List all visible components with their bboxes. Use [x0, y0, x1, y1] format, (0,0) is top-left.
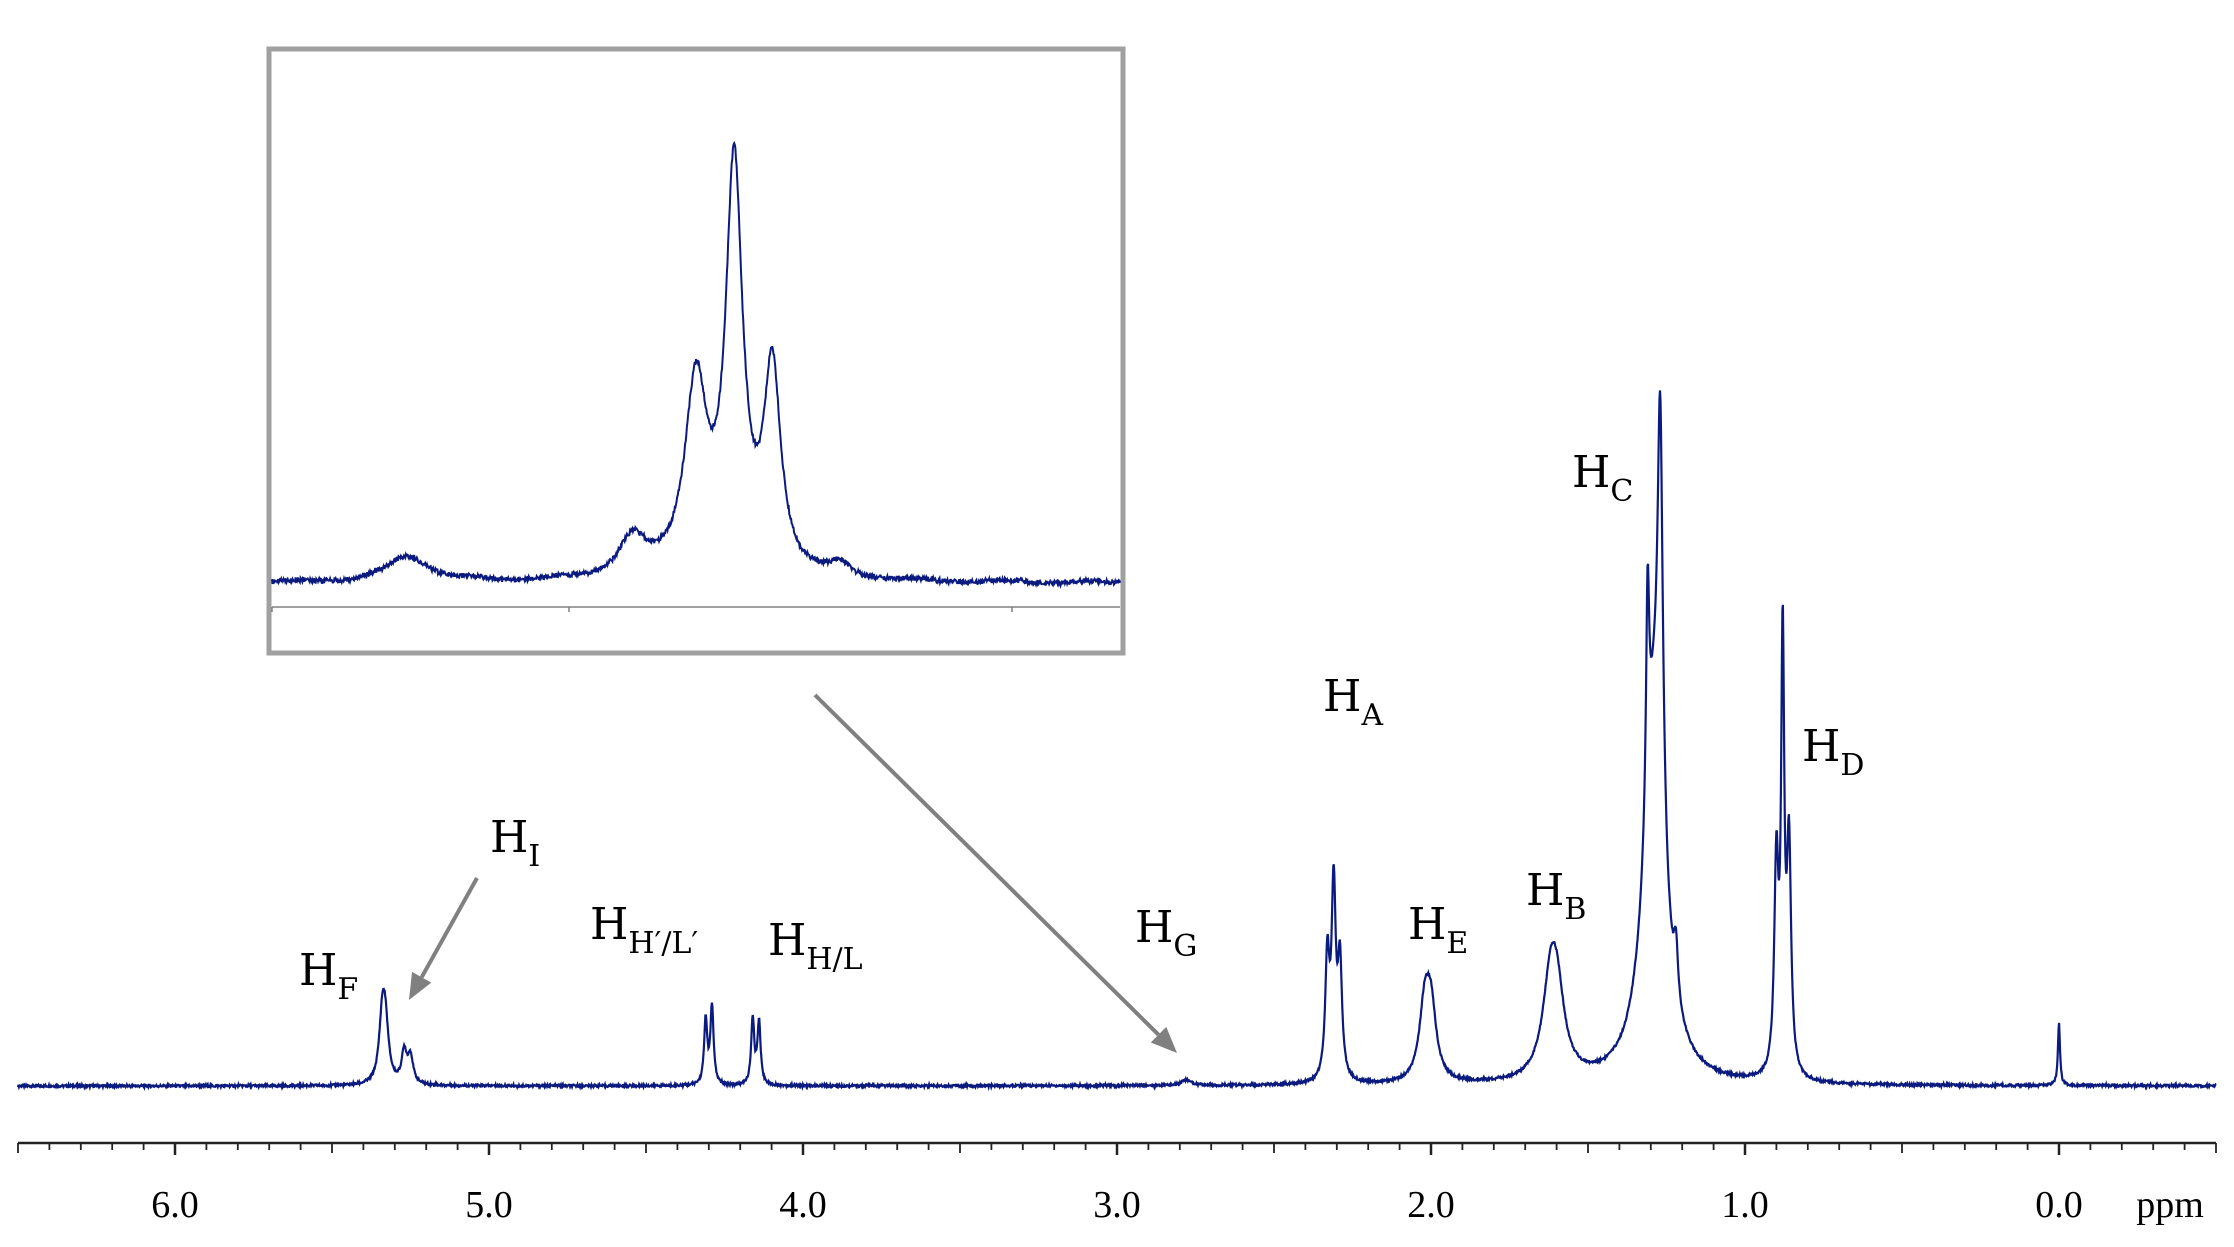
x-tick-label: 3.0	[1093, 1184, 1141, 1226]
peak-label-c: HC	[1572, 447, 1633, 509]
x-tick-label: 1.0	[1721, 1184, 1769, 1226]
peak-label-hl: HH/L	[768, 915, 863, 977]
x-axis-ticks	[17, 1143, 2217, 1155]
peak-label-subscript: F	[337, 972, 358, 1007]
peak-label-base: H	[768, 915, 806, 966]
peak-label-base: H	[590, 899, 628, 950]
peak-label-base: H	[1526, 865, 1564, 916]
peak-label-subscript: B	[1564, 892, 1586, 927]
peak-label-subscript: A	[1360, 698, 1383, 733]
peak-label-base: H	[490, 812, 528, 863]
peak-label-b: HB	[1526, 865, 1586, 927]
peak-label-g: HG	[1135, 902, 1197, 964]
arrow-inset-to-hg-head	[1150, 1026, 1177, 1053]
inset-ticks	[271, 607, 1013, 612]
peak-label-subscript: G	[1173, 929, 1197, 964]
peak-label-subscript: H′/L′	[628, 926, 698, 961]
x-tick-label: 5.0	[465, 1184, 513, 1226]
peak-label-subscript: D	[1840, 748, 1864, 783]
peak-label-hplp: HH′/L′	[590, 899, 698, 961]
peak-label-subscript: C	[1610, 474, 1633, 509]
inset-spectrum-line	[271, 140, 1121, 590]
inset-frame	[266, 46, 1126, 656]
x-axis-tick-labels: 6.0 5.0 4.0 3.0 2.0 1.0 0.0	[151, 1184, 2083, 1226]
peak-label-subscript: H/L	[806, 942, 862, 977]
peak-label-f: HF	[299, 945, 358, 1007]
x-tick-label: 4.0	[779, 1184, 827, 1226]
inset-zoom-panel	[266, 46, 1126, 656]
annotation-arrows	[409, 693, 1177, 1053]
peak-label-base: H	[1135, 902, 1173, 953]
peak-label-base: H	[1802, 721, 1840, 772]
peak-label-e: HE	[1408, 899, 1468, 961]
spectrum-line	[16, 390, 2217, 1092]
x-axis-label: ppm	[2136, 1184, 2204, 1226]
x-tick-label: 0.0	[2035, 1184, 2083, 1226]
peak-label-base: H	[1323, 671, 1361, 722]
peak-label-subscript: I	[528, 839, 540, 874]
peak-label-a: HA	[1323, 671, 1383, 733]
arrow-inset-to-hg-shaft	[813, 693, 1160, 1037]
arrow-hi-head	[409, 971, 432, 1000]
peak-label-base: H	[1572, 447, 1610, 498]
peak-label-i: HI	[490, 812, 540, 874]
x-tick-label: 6.0	[151, 1184, 199, 1226]
peak-label-d: HD	[1802, 721, 1864, 783]
x-tick-label: 2.0	[1407, 1184, 1455, 1226]
arrow-hi-shaft	[419, 877, 479, 979]
peak-label-base: H	[1408, 899, 1446, 950]
peak-label-base: H	[299, 945, 337, 996]
peak-label-subscript: E	[1446, 926, 1468, 961]
